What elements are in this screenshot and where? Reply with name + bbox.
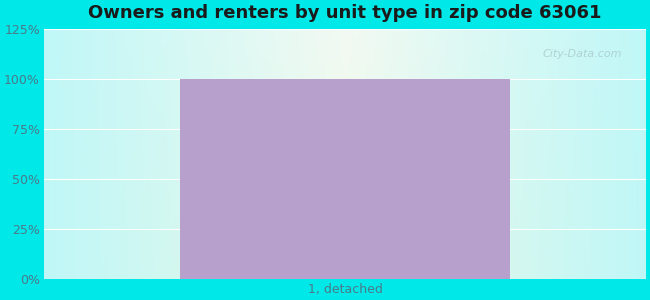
Bar: [179, 79, 510, 279]
Text: City-Data.com: City-Data.com: [542, 49, 622, 59]
Title: Owners and renters by unit type in zip code 63061: Owners and renters by unit type in zip c…: [88, 4, 602, 22]
